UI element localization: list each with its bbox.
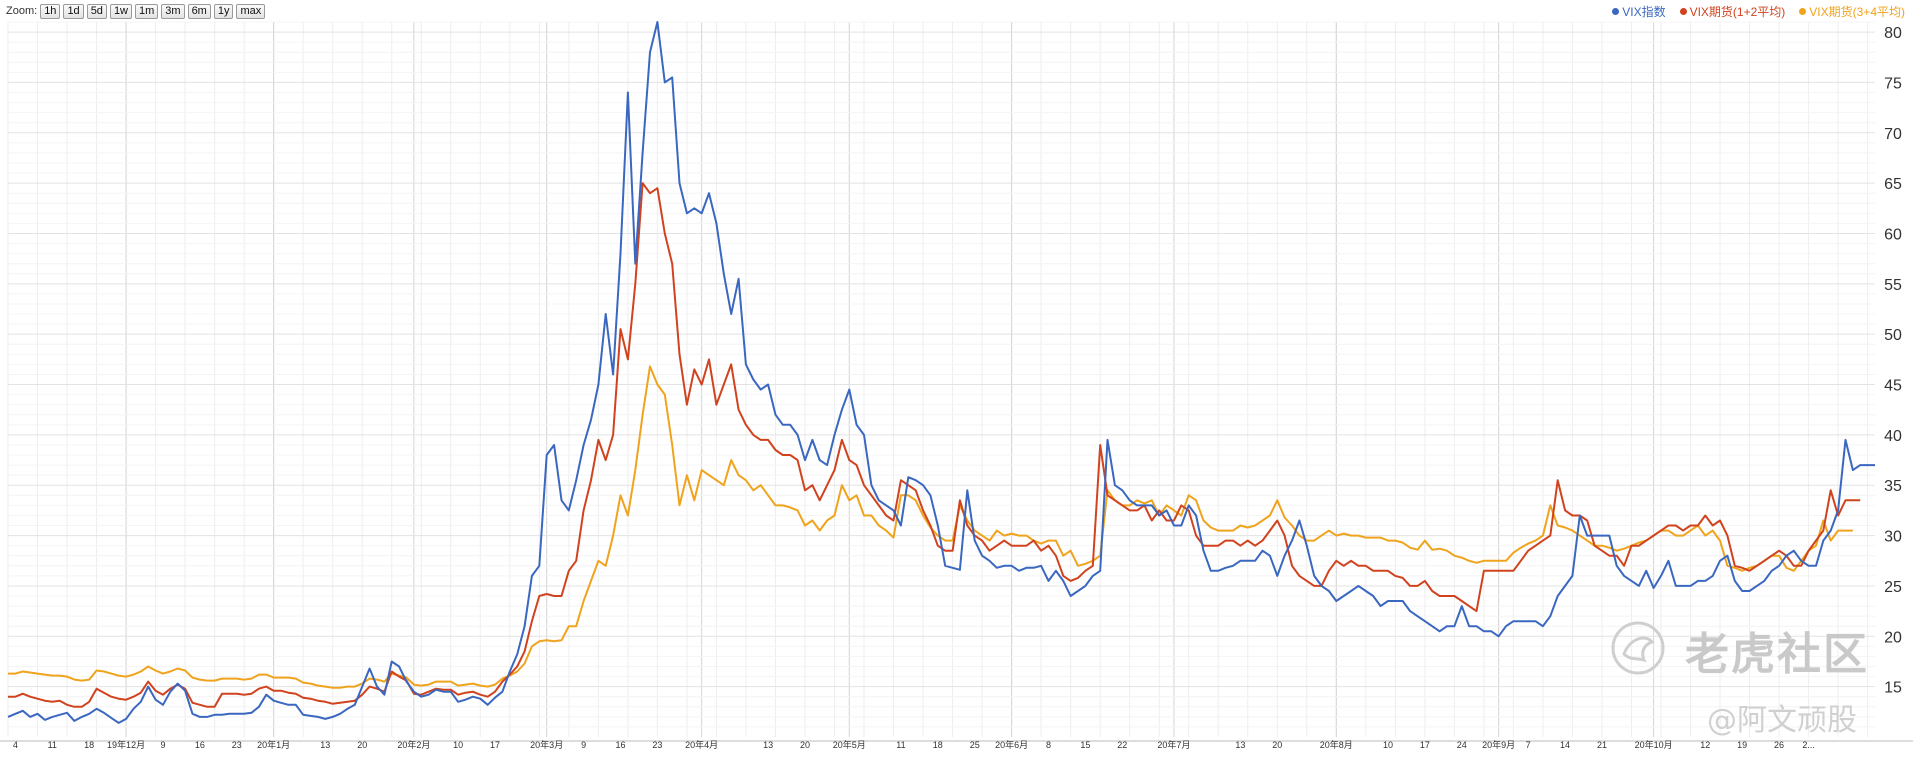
x-tick-label: 23 <box>232 740 242 750</box>
x-tick-label: 10 <box>453 740 463 750</box>
x-tick-label: 20年2月 <box>397 739 430 750</box>
x-tick-label: 14 <box>1560 740 1570 750</box>
legend-label-vix-index: VIX指数 <box>1622 5 1666 19</box>
y-tick-label: 65 <box>1884 176 1902 193</box>
x-tick-label: 20 <box>357 740 367 750</box>
x-tick-label: 13 <box>320 740 330 750</box>
chart-legend: VIX指数 VIX期货(1+2平均) VIX期货(3+4平均) <box>1612 3 1905 20</box>
zoom-6m-button[interactable]: 6m <box>187 3 211 19</box>
x-tick-label: 9 <box>581 740 586 750</box>
y-tick-label: 70 <box>1884 126 1902 143</box>
x-tick-label: 20年1月 <box>257 739 290 750</box>
legend-item-vix-futures-3-4[interactable]: VIX期货(3+4平均) <box>1799 3 1905 20</box>
y-tick-label: 50 <box>1884 327 1902 344</box>
legend-item-vix-futures-1-2[interactable]: VIX期货(1+2平均) <box>1679 3 1786 20</box>
y-tick-label: 75 <box>1884 75 1902 92</box>
series-line-vix-index <box>7 21 1875 724</box>
x-tick-label: 24 <box>1457 740 1467 750</box>
y-tick-label: 15 <box>1884 680 1902 697</box>
x-tick-label: 20年6月 <box>995 739 1028 750</box>
zoom-max-button[interactable]: max <box>236 3 266 19</box>
zoom-5d-button[interactable]: 5d <box>86 3 107 19</box>
x-tick-label: 18 <box>933 740 943 750</box>
x-tick-label: 20年7月 <box>1157 739 1190 750</box>
y-tick-label: 80 <box>1884 25 1902 42</box>
x-tick-label: 20年3月 <box>530 739 563 750</box>
x-tick-label: 13 <box>1235 740 1245 750</box>
x-tick-label: 15 <box>1080 740 1090 750</box>
x-tick-label: 17 <box>1420 740 1430 750</box>
legend-item-vix-index[interactable]: VIX指数 <box>1612 3 1666 20</box>
x-tick-label: 19年12月 <box>107 739 145 750</box>
y-tick-label: 25 <box>1884 579 1902 596</box>
series-line-vix-futures-1-2 <box>8 182 1861 708</box>
zoom-1y-button[interactable]: 1y <box>213 3 234 19</box>
zoom-label: Zoom: <box>6 5 38 17</box>
x-tick-label: 18 <box>84 740 94 750</box>
x-tick-label: 11 <box>896 740 905 750</box>
zoom-1d-button[interactable]: 1d <box>63 3 84 19</box>
legend-marker-vix-index <box>1612 8 1620 15</box>
y-tick-label: 60 <box>1884 226 1902 243</box>
y-tick-label: 30 <box>1884 529 1902 546</box>
zoom-1m-button[interactable]: 1m <box>135 3 159 19</box>
x-tick-label: 2... <box>1802 740 1815 750</box>
x-tick-label: 20年9月 <box>1482 739 1515 750</box>
x-tick-label: 20年4月 <box>685 739 718 750</box>
x-tick-label: 20 <box>1272 740 1282 750</box>
legend-label-vix-futures-1-2: VIX期货(1+2平均) <box>1689 5 1786 19</box>
legend-label-vix-futures-3-4: VIX期货(3+4平均) <box>1809 5 1905 19</box>
zoom-1w-button[interactable]: 1w <box>109 3 132 19</box>
zoom-3m-button[interactable]: 3m <box>161 3 185 19</box>
x-tick-label: 20年10月 <box>1635 739 1673 750</box>
x-tick-label: 8 <box>1046 740 1051 750</box>
x-tick-label: 12 <box>1700 740 1710 750</box>
x-tick-label: 17 <box>490 740 500 750</box>
y-tick-label: 55 <box>1884 277 1902 294</box>
x-tick-label: 16 <box>615 740 625 750</box>
x-tick-label: 11 <box>48 740 57 750</box>
x-tick-label: 16 <box>195 740 205 750</box>
y-tick-label: 45 <box>1884 378 1902 395</box>
zoom-bar: Zoom: 1h 1d 5d 1w 1m 3m 6m 1y max <box>6 3 266 19</box>
legend-marker-vix-futures-3-4 <box>1799 8 1807 15</box>
x-tick-label: 22 <box>1117 740 1127 750</box>
x-tick-label: 10 <box>1383 740 1393 750</box>
x-tick-label: 20 <box>800 740 810 750</box>
x-tick-label: 4 <box>13 740 18 750</box>
legend-marker-vix-futures-1-2 <box>1679 8 1687 15</box>
x-tick-label: 23 <box>652 740 662 750</box>
x-tick-label: 7 <box>1526 740 1531 750</box>
zoom-1h-button[interactable]: 1h <box>40 3 61 19</box>
x-tick-label: 19 <box>1737 740 1747 750</box>
x-tick-label: 26 <box>1774 740 1784 750</box>
x-tick-label: 9 <box>160 740 165 750</box>
x-tick-label: 25 <box>970 740 980 750</box>
x-tick-label: 20年8月 <box>1320 739 1353 750</box>
y-tick-label: 35 <box>1884 478 1902 495</box>
x-tick-label: 21 <box>1597 740 1607 750</box>
y-tick-label: 20 <box>1884 629 1902 646</box>
x-tick-label: 20年5月 <box>833 739 866 750</box>
y-tick-label: 40 <box>1884 428 1902 445</box>
x-tick-label: 13 <box>763 740 773 750</box>
